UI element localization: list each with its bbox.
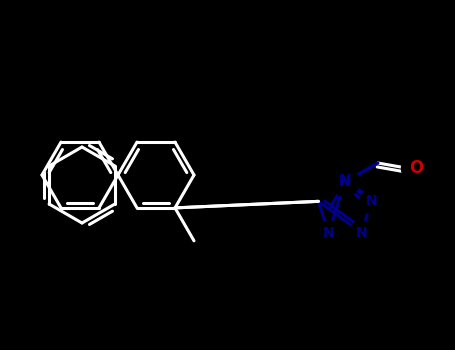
Text: N: N	[339, 175, 351, 189]
Text: O: O	[409, 159, 423, 177]
Text: N: N	[356, 226, 367, 240]
Text: N: N	[339, 175, 351, 189]
Text: N: N	[366, 194, 378, 208]
Text: N: N	[323, 226, 334, 240]
